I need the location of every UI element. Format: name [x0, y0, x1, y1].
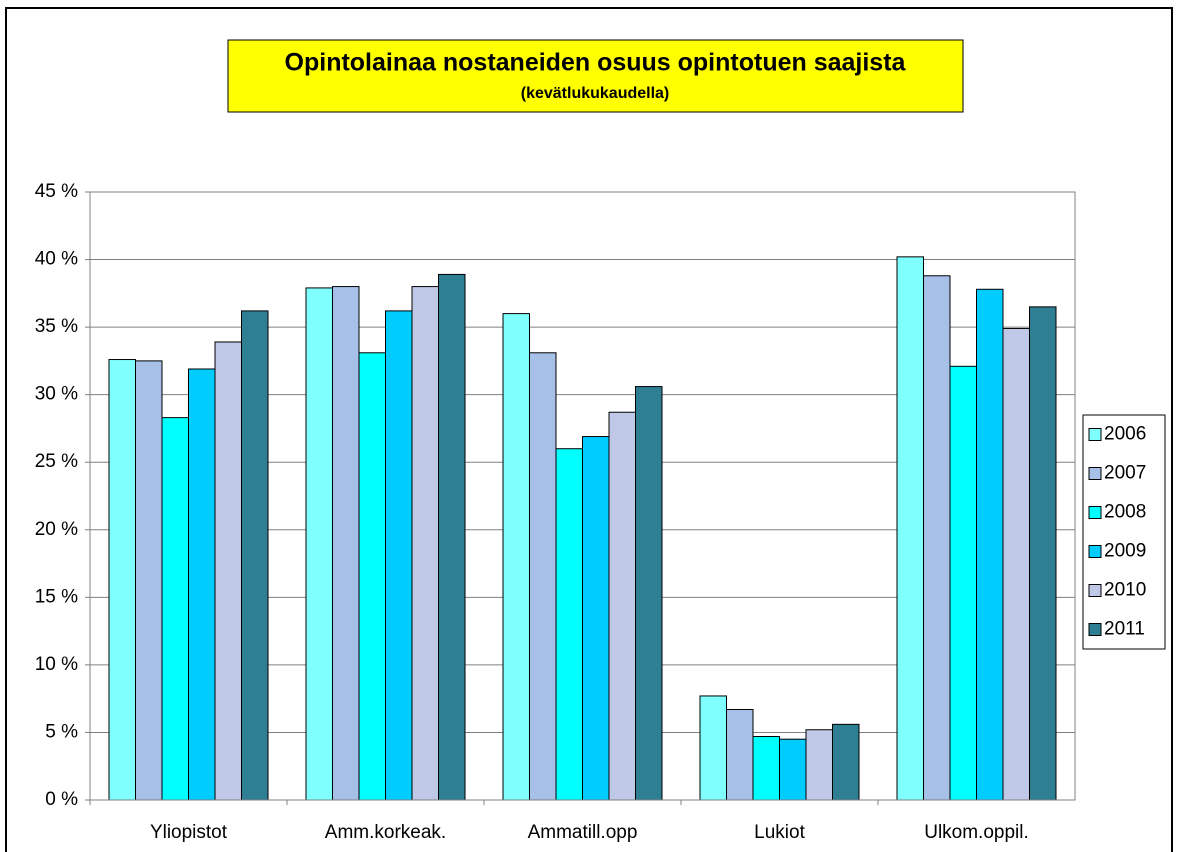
y-tick-label: 35 % [35, 316, 78, 337]
y-tick-label: 5 % [45, 721, 78, 742]
legend-swatch [1088, 428, 1102, 441]
bar [555, 448, 583, 801]
bar [582, 436, 610, 801]
legend-label: 2010 [1104, 580, 1146, 601]
legend-label: 2011 [1104, 619, 1145, 640]
bar [241, 310, 269, 801]
bar [188, 368, 216, 801]
legend-swatch [1088, 467, 1102, 480]
bar [949, 365, 977, 801]
bar [438, 273, 466, 801]
y-tick-label: 40 % [35, 249, 78, 270]
bar [108, 359, 136, 801]
bar [896, 256, 924, 801]
bar [502, 313, 530, 801]
bar [214, 341, 242, 801]
legend-swatch [1088, 506, 1102, 519]
chart-subtitle: (kevätlukukaudella) [521, 85, 670, 102]
y-tick-label: 10 % [35, 654, 78, 675]
bar [1029, 306, 1057, 801]
bar [635, 386, 663, 801]
bar [779, 738, 807, 801]
bar [976, 288, 1004, 801]
bar [923, 275, 951, 801]
bar [358, 352, 386, 801]
y-tick-label: 0 % [45, 789, 78, 810]
legend-label: 2009 [1104, 541, 1146, 562]
x-tick-label: Ammatill.opp [528, 822, 638, 843]
bar [385, 310, 413, 801]
legend-swatch [1088, 623, 1102, 636]
bar [332, 286, 360, 801]
x-tick-label: Ulkom.oppil. [924, 822, 1029, 843]
bar [135, 360, 163, 801]
bar [608, 411, 636, 801]
bar [1002, 327, 1030, 801]
y-tick-label: 25 % [35, 451, 78, 472]
y-tick-label: 20 % [35, 519, 78, 540]
bar [161, 417, 189, 801]
bar [529, 352, 557, 801]
legend-swatch [1088, 584, 1102, 597]
legend-box [1082, 414, 1166, 650]
y-tick-label: 15 % [35, 586, 78, 607]
legend-label: 2007 [1104, 463, 1146, 484]
x-tick-label: Yliopistot [150, 822, 228, 843]
legend-label: 2008 [1104, 502, 1146, 523]
bar [752, 735, 780, 801]
y-tick-label: 30 % [35, 384, 78, 405]
x-tick-label: Lukiot [754, 822, 805, 843]
bar [805, 729, 833, 801]
bar [411, 286, 439, 801]
legend-label: 2006 [1104, 424, 1146, 445]
bar [699, 695, 727, 801]
bar [305, 287, 333, 801]
y-tick-label: 45 % [35, 181, 78, 202]
bar [726, 708, 754, 801]
bar [832, 723, 860, 801]
chart-title: Opintolainaa nostaneiden osuus opintotue… [285, 49, 907, 77]
title-box [227, 39, 964, 113]
legend-swatch [1088, 545, 1102, 558]
x-tick-label: Amm.korkeak. [325, 822, 446, 843]
